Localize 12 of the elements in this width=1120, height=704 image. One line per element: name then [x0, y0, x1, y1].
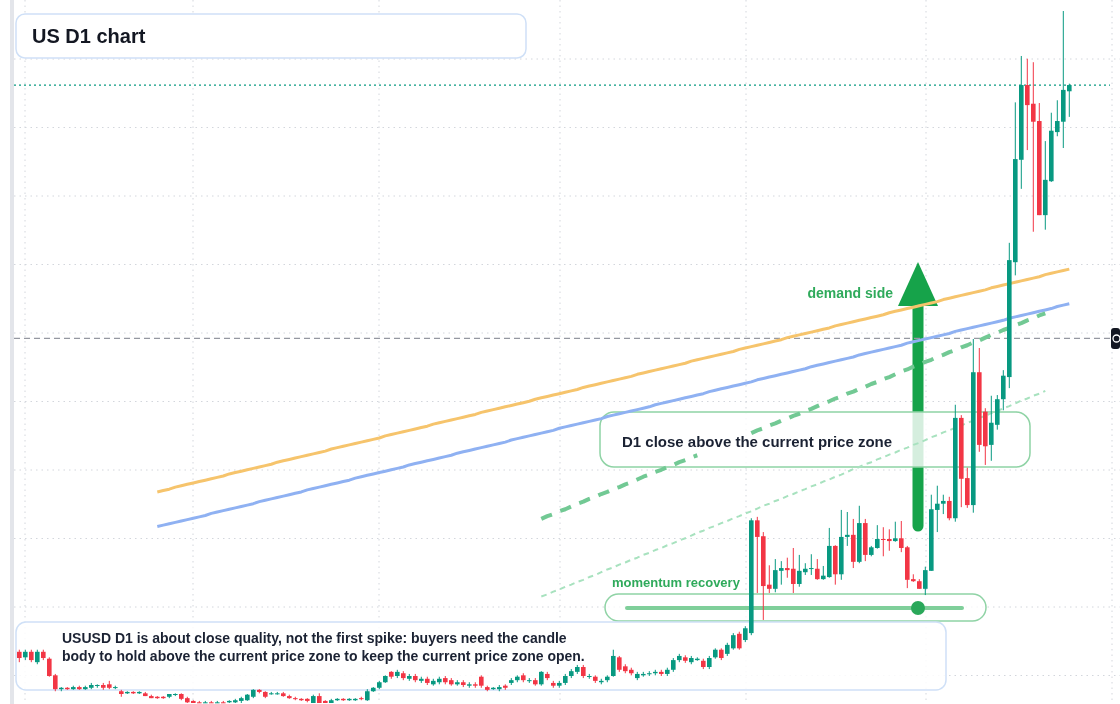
candlestick	[941, 494, 946, 515]
candlestick	[815, 558, 820, 581]
annotation: demand side	[807, 285, 894, 301]
candlestick	[893, 521, 898, 543]
text: US D1 chart	[32, 25, 146, 47]
candlestick	[809, 553, 814, 576]
candlestick	[845, 511, 850, 547]
candlestick	[611, 649, 616, 678]
annotation: momentum recovery	[612, 575, 741, 590]
candlestick	[947, 496, 952, 521]
annotation: USUSD D1 is about close quality, not the first spike: buyers need the candle body to hold above the current price zone to keep the current price zone open.	[62, 630, 585, 664]
annotation: D1 close above the current price zone	[622, 433, 893, 450]
